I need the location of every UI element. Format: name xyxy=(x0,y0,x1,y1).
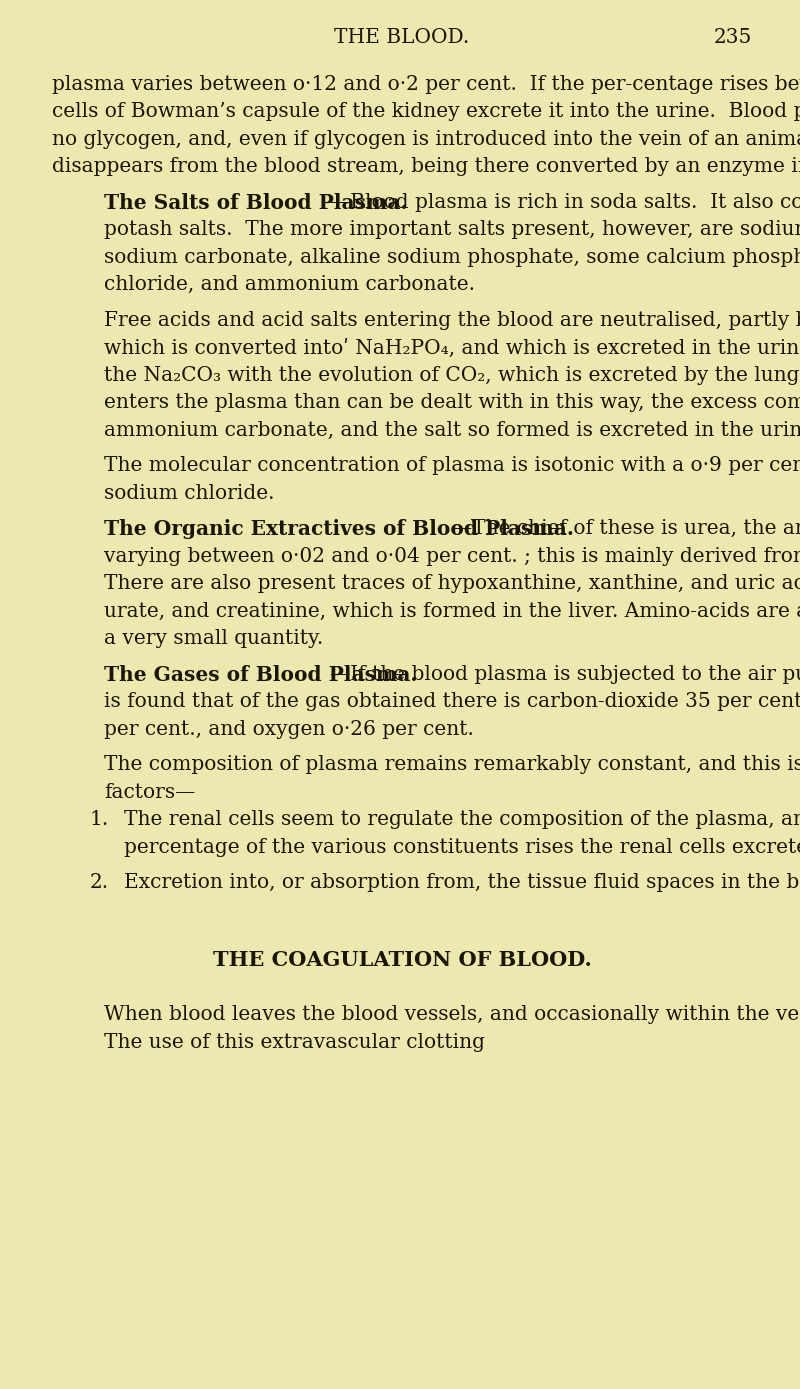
Text: cells of Bowman’s capsule of the kidney excrete it into the urine.  Blood plasma: cells of Bowman’s capsule of the kidney … xyxy=(52,103,800,121)
Text: varying between o·02 and o·04 per cent. ; this is mainly derived from the liver.: varying between o·02 and o·04 per cent. … xyxy=(104,547,800,565)
Text: chloride, and ammonium carbonate.: chloride, and ammonium carbonate. xyxy=(104,275,475,294)
Text: —Blood plasma is rich in soda salts.  It also contains: —Blood plasma is rich in soda salts. It … xyxy=(330,193,800,211)
Text: Free acids and acid salts entering the blood are neutralised, partly by the Na₂H: Free acids and acid salts entering the b… xyxy=(104,311,800,329)
Text: The Salts of Blood Plasma.: The Salts of Blood Plasma. xyxy=(104,193,407,213)
Text: ammonium carbonate, and the salt so formed is excreted in the urine.: ammonium carbonate, and the salt so form… xyxy=(104,421,800,440)
Text: —The chief of these is urea, the amount: —The chief of these is urea, the amount xyxy=(452,519,800,539)
Text: plasma varies between o·12 and o·2 per cent.  If the per-centage rises beyond o·: plasma varies between o·12 and o·2 per c… xyxy=(52,75,800,93)
Text: The renal cells seem to regulate the composition of the plasma, and if the: The renal cells seem to regulate the com… xyxy=(124,810,800,829)
Text: sodium chloride.: sodium chloride. xyxy=(104,483,274,503)
Text: urate, and creatinine, which is formed in the liver. Amino-acids are also presen: urate, and creatinine, which is formed i… xyxy=(104,601,800,621)
Text: enters the plasma than can be dealt with in this way, the excess combines with t: enters the plasma than can be dealt with… xyxy=(104,393,800,413)
Text: a very small quantity.: a very small quantity. xyxy=(104,629,323,649)
Text: sodium carbonate, alkaline sodium phosphate, some calcium phosphate, calcium: sodium carbonate, alkaline sodium phosph… xyxy=(104,247,800,267)
Text: The Organic Extractives of Blood Plasma.: The Organic Extractives of Blood Plasma. xyxy=(104,519,574,539)
Text: 2.: 2. xyxy=(90,874,109,892)
Text: factors—: factors— xyxy=(104,783,195,801)
Text: 1.: 1. xyxy=(90,810,110,829)
Text: —If the blood plasma is subjected to the air pump, it: —If the blood plasma is subjected to the… xyxy=(330,665,800,683)
Text: per cent., and oxygen o·26 per cent.: per cent., and oxygen o·26 per cent. xyxy=(104,720,474,739)
Text: the Na₂CO₃ with the evolution of CO₂, which is excreted by the lungs.  If more a: the Na₂CO₃ with the evolution of CO₂, wh… xyxy=(104,365,800,385)
Text: The composition of plasma remains remarkably constant, and this is due to two: The composition of plasma remains remark… xyxy=(104,756,800,774)
Text: percentage of the various constituents rises the renal cells excrete the excess.: percentage of the various constituents r… xyxy=(124,838,800,857)
Text: potash salts.  The more important salts present, however, are sodium chloride,: potash salts. The more important salts p… xyxy=(104,221,800,239)
Text: When blood leaves the blood vessels, and occasionally within the vessels, it clo: When blood leaves the blood vessels, and… xyxy=(104,1006,800,1024)
Text: 235: 235 xyxy=(714,28,752,47)
Text: no glycogen, and, even if glycogen is introduced into the vein of an animal, it : no glycogen, and, even if glycogen is in… xyxy=(52,129,800,149)
Text: which is converted intoʹ NaH₂PO₄, and which is excreted in the urine ; and partl: which is converted intoʹ NaH₂PO₄, and wh… xyxy=(104,339,800,358)
Text: disappears from the blood stream, being there converted by an enzyme into dextro: disappears from the blood stream, being … xyxy=(52,157,800,176)
Text: THE BLOOD.: THE BLOOD. xyxy=(334,28,470,47)
Text: The use of this extravascular clotting: The use of this extravascular clotting xyxy=(104,1032,485,1051)
Text: There are also present traces of hypoxanthine, xanthine, and uric acid as a solu: There are also present traces of hypoxan… xyxy=(104,574,800,593)
Text: Excretion into, or absorption from, the tissue fluid spaces in the body.: Excretion into, or absorption from, the … xyxy=(124,874,800,892)
Text: is found that of the gas obtained there is carbon-dioxide 35 per cent., nitrogen: is found that of the gas obtained there … xyxy=(104,692,800,711)
Text: THE COAGULATION OF BLOOD.: THE COAGULATION OF BLOOD. xyxy=(213,950,591,970)
Text: The molecular concentration of plasma is isotonic with a o·9 per cent. solution : The molecular concentration of plasma is… xyxy=(104,456,800,475)
Text: The Gases of Blood Plasma.: The Gases of Blood Plasma. xyxy=(104,665,418,685)
